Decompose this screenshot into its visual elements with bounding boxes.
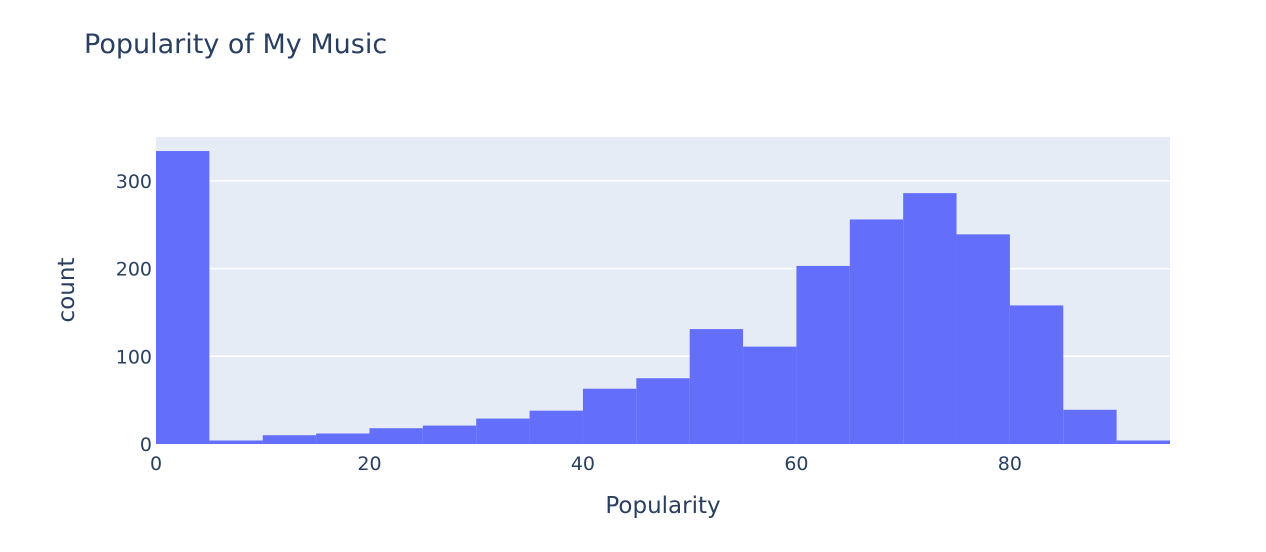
x-axis-title: Popularity — [605, 493, 720, 519]
y-axis-title: count — [54, 258, 80, 323]
x-tick-label: 0 — [150, 453, 162, 475]
histogram-bar[interactable] — [422, 425, 477, 444]
histogram-bar[interactable] — [262, 435, 317, 444]
x-tick-label: 40 — [571, 453, 595, 475]
histogram-bar[interactable] — [582, 388, 637, 444]
histogram-bar[interactable] — [956, 234, 1010, 444]
chart-title: Popularity of My Music — [84, 29, 387, 60]
histogram-bar[interactable] — [476, 418, 530, 444]
x-tick-label: 60 — [784, 453, 808, 475]
y-axis-ticks: 0 100 200 300 — [116, 171, 152, 456]
histogram-bar[interactable] — [636, 378, 690, 444]
histogram-bar[interactable] — [529, 410, 583, 444]
x-tick-label: 80 — [998, 453, 1022, 475]
histogram-bar[interactable] — [903, 193, 957, 444]
histogram-bar[interactable] — [316, 433, 370, 444]
y-tick-label: 100 — [116, 346, 152, 368]
histogram-bar[interactable] — [743, 346, 797, 444]
y-tick-label: 200 — [116, 259, 152, 281]
histogram-bar[interactable] — [849, 219, 904, 444]
y-tick-label: 0 — [140, 434, 152, 456]
bars — [156, 151, 1170, 444]
histogram-bar[interactable] — [796, 265, 850, 444]
histogram-bar[interactable] — [1063, 409, 1117, 444]
histogram-bar[interactable] — [689, 329, 744, 444]
histogram-bar[interactable] — [156, 151, 210, 444]
x-tick-label: 20 — [357, 453, 381, 475]
x-axis-ticks: 0 20 40 60 80 — [150, 453, 1022, 475]
histogram-bar[interactable] — [1009, 305, 1064, 444]
histogram-bar[interactable] — [209, 440, 263, 444]
y-tick-label: 300 — [116, 171, 152, 193]
histogram-bar[interactable] — [1116, 440, 1170, 444]
histogram-bar[interactable] — [369, 428, 423, 444]
